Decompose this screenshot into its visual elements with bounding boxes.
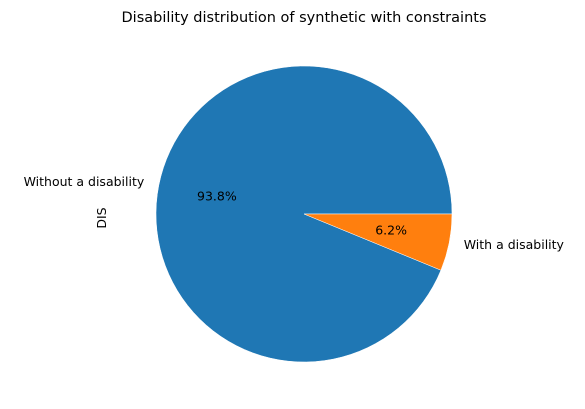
y-axis-label: DIS [94,207,109,228]
pie-labels: Without a disability 93.8% With a disabili… [24,174,565,252]
chart-title: Disability distribution of synthetic wit… [122,10,487,26]
slice-label-1: With a disability [464,237,565,252]
slice-percent-1: 6.2% [375,223,407,238]
slice-percent-0: 93.8% [197,188,237,203]
pie-slice-1 [303,213,453,271]
slice-label-0: Without a disability [24,174,145,189]
pie-slices [155,65,453,363]
